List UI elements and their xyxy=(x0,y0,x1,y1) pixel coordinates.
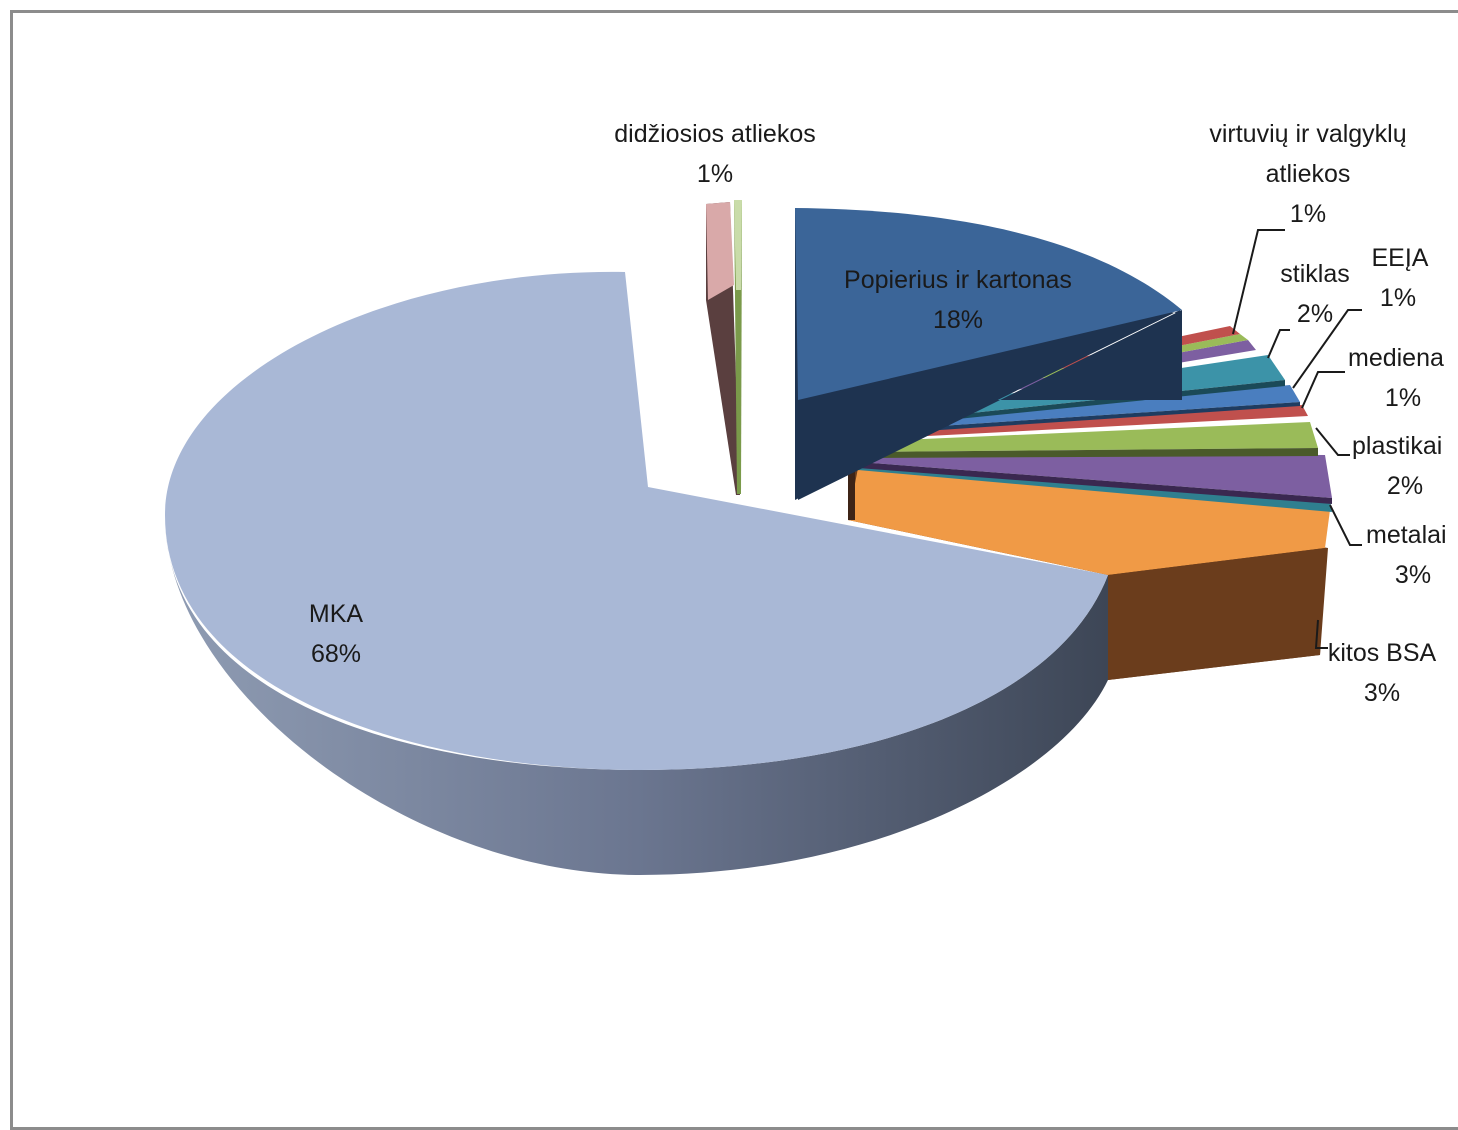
label-virtuviu-line2: atliekos xyxy=(1266,160,1351,188)
label-mka-name: MKA xyxy=(309,600,364,628)
label-virtuviu-pct: 1% xyxy=(1290,200,1326,228)
label-metalai-pct: 3% xyxy=(1395,561,1431,589)
label-didziosios-name: didžiosios atliekos xyxy=(614,120,816,148)
slice-kitos-bsa xyxy=(848,468,1330,680)
label-stiklas-name: stiklas xyxy=(1280,260,1349,288)
label-mediena-pct: 1% xyxy=(1385,384,1421,412)
label-kitos-pct: 3% xyxy=(1364,679,1400,707)
label-stiklas-pct: 2% xyxy=(1297,300,1333,328)
label-metalai-name: metalai xyxy=(1366,521,1447,549)
slice-metalai xyxy=(858,452,1332,512)
label-eeja-name: EEĮA xyxy=(1372,244,1429,272)
slice-popierius xyxy=(795,208,1182,500)
label-eeja-pct: 1% xyxy=(1380,284,1416,312)
label-mediena-name: mediena xyxy=(1348,344,1444,372)
slice-mka xyxy=(165,271,1108,875)
label-plastikai-pct: 2% xyxy=(1387,472,1423,500)
label-kitos-name: kitos BSA xyxy=(1328,639,1437,667)
label-didziosios-pct: 1% xyxy=(697,160,733,188)
label-popierius-pct: 18% xyxy=(933,306,983,334)
slice-eeja xyxy=(850,385,1300,436)
slice-plastikai xyxy=(856,422,1318,458)
label-virtuviu-line1: virtuvių ir valgyklų xyxy=(1209,120,1406,148)
label-plastikai-name: plastikai xyxy=(1352,432,1442,460)
label-popierius-name: Popierius ir kartonas xyxy=(844,266,1072,294)
label-mka-pct: 68% xyxy=(311,640,361,668)
slice-mediena xyxy=(852,405,1308,440)
leader-lines xyxy=(1232,229,1362,649)
data-labels: didžiosios atliekos 1% virtuvių ir valgy… xyxy=(309,120,1447,707)
slice-didziosios xyxy=(706,200,742,495)
